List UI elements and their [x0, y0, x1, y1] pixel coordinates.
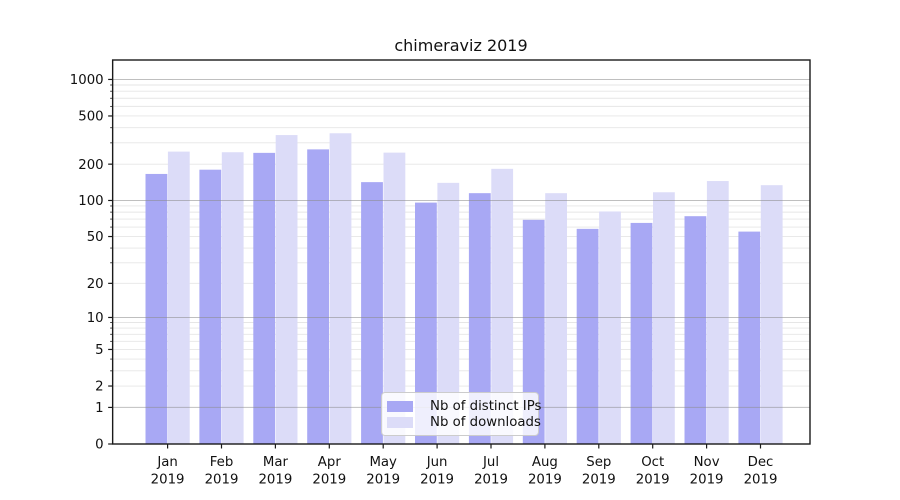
- bar-distinct-ips-jun: [415, 202, 437, 444]
- bar-distinct-ips-mar: [253, 152, 276, 444]
- bar-downloads-dec: [760, 185, 783, 445]
- bar-distinct-ips-feb: [199, 169, 222, 444]
- y-tick-label-100: 100: [78, 194, 103, 209]
- plot-border: [111, 59, 811, 445]
- bar-distinct-ips-apr: [307, 149, 329, 444]
- bar-downloads-may: [383, 152, 406, 445]
- x-tick-label-month-aug: Aug: [532, 455, 558, 470]
- x-tick-label-month-may: May: [369, 455, 397, 470]
- x-tick-label-month-feb: Feb: [210, 455, 234, 470]
- x-tick-label-month-jan: Jan: [156, 455, 178, 470]
- x-tick-label-year-dec: 2019: [744, 473, 778, 488]
- x-tick-label-year-jan: 2019: [151, 473, 185, 488]
- bar-distinct-ips-may: [361, 182, 383, 444]
- y-tick-label-500: 500: [78, 110, 103, 125]
- x-tick-label-year-nov: 2019: [690, 473, 724, 488]
- legend-item: Nb of distinct IPs: [387, 398, 541, 414]
- x-tick-label-year-oct: 2019: [636, 473, 670, 488]
- legend-swatch-downloads: [387, 416, 413, 428]
- legend-label-distinct-ips: Nb of distinct IPs: [430, 398, 542, 414]
- bar-downloads-feb: [221, 152, 244, 444]
- x-tick-label-year-jul: 2019: [474, 473, 508, 488]
- bar-distinct-ips-jul: [468, 193, 491, 444]
- x-tick-label-year-sep: 2019: [582, 473, 616, 488]
- x-tick-label-month-mar: Mar: [263, 455, 289, 470]
- x-tick-label-month-apr: Apr: [318, 455, 342, 470]
- x-tick-label-month-jun: Jun: [426, 455, 448, 470]
- y-tick-label-20: 20: [87, 277, 104, 292]
- legend-label-downloads: Nb of downloads: [430, 414, 541, 430]
- y-tick-label-200: 200: [78, 158, 103, 173]
- bar-distinct-ips-jan: [145, 173, 168, 444]
- y-tick-label-10: 10: [87, 311, 104, 326]
- legend: Nb of distinct IPs Nb of downloads: [381, 392, 541, 436]
- bar-distinct-ips-aug: [522, 219, 545, 444]
- legend-swatch-distinct-ips: [387, 400, 413, 412]
- y-tick-label-1000: 1000: [70, 73, 104, 88]
- x-tick-label-year-aug: 2019: [528, 473, 562, 488]
- x-tick-label-month-oct: Oct: [641, 455, 664, 470]
- bar-distinct-ips-dec: [738, 231, 761, 444]
- x-tick-label-month-nov: Nov: [694, 455, 720, 470]
- bar-downloads-nov: [706, 181, 729, 444]
- x-tick-label-year-feb: 2019: [205, 473, 239, 488]
- chart-title: chimeraviz 2019: [394, 36, 528, 55]
- bar-downloads-jan: [167, 151, 190, 445]
- bar-distinct-ips-sep: [576, 228, 599, 444]
- bar-distinct-ips-nov: [684, 216, 707, 444]
- y-tick-label-2: 2: [95, 380, 103, 395]
- x-tick-label-month-dec: Dec: [748, 455, 774, 470]
- bar-downloads-apr: [329, 133, 352, 444]
- bar-downloads-jul: [491, 168, 514, 444]
- x-tick-label-year-jun: 2019: [420, 473, 454, 488]
- bar-downloads-mar: [275, 135, 298, 445]
- bar-downloads-sep: [599, 211, 621, 444]
- bar-distinct-ips-oct: [630, 222, 653, 444]
- y-tick-label-0: 0: [95, 438, 103, 453]
- y-tick-label-1: 1: [95, 401, 103, 416]
- x-tick-label-year-mar: 2019: [258, 473, 292, 488]
- x-tick-label-month-jul: Jul: [482, 455, 499, 470]
- bar-downloads-oct: [653, 192, 675, 444]
- x-tick-label-month-sep: Sep: [586, 455, 611, 470]
- y-tick-label-5: 5: [95, 343, 103, 358]
- x-tick-label-year-may: 2019: [366, 473, 400, 488]
- bar-downloads-jun: [437, 182, 460, 444]
- bar-downloads-aug: [545, 193, 567, 444]
- x-tick-label-year-apr: 2019: [312, 473, 346, 488]
- y-tick-label-50: 50: [87, 230, 104, 245]
- legend-item: Nb of downloads: [387, 414, 541, 430]
